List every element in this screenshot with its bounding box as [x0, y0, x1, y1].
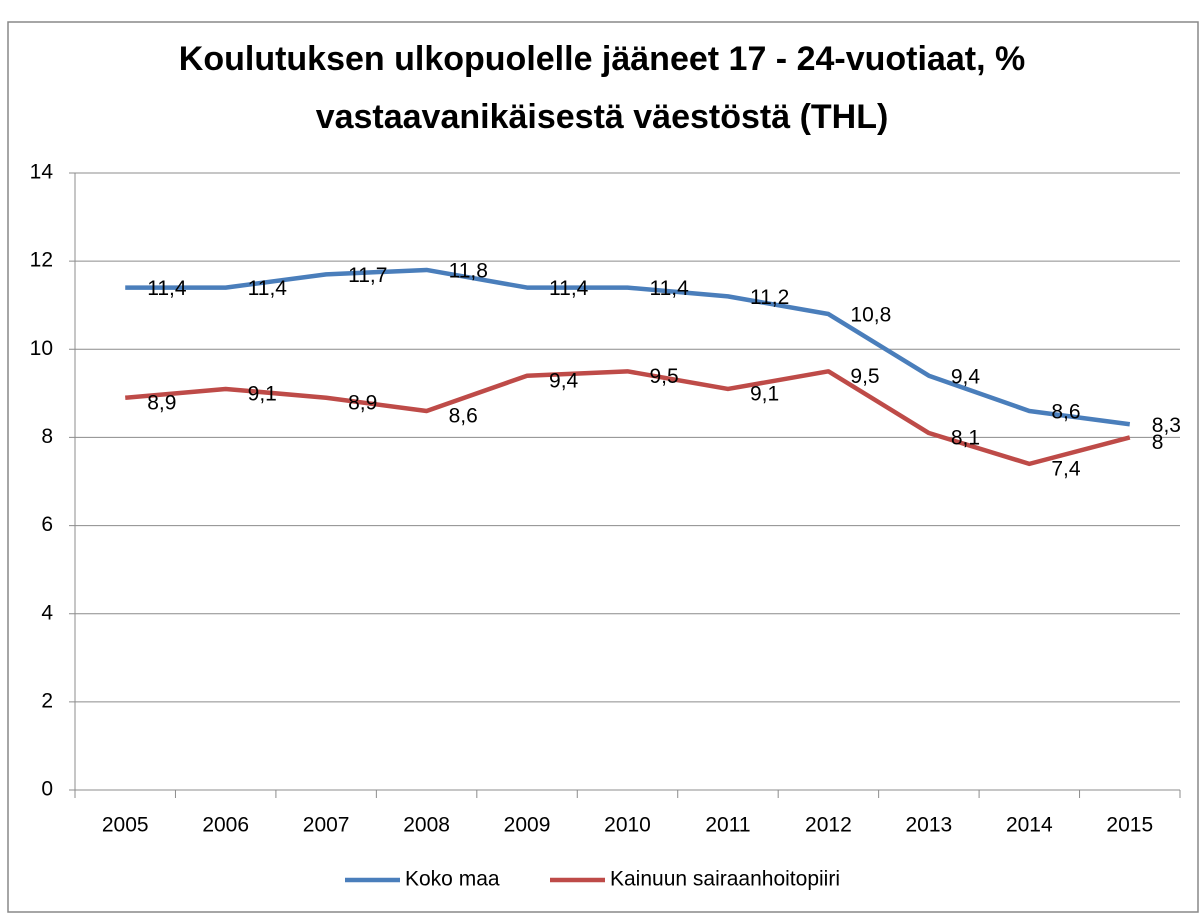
- x-tick-label: 2015: [1106, 814, 1153, 837]
- data-label: 8,1: [951, 427, 980, 450]
- data-label: 9,5: [650, 365, 679, 388]
- data-label: 11,4: [248, 277, 288, 300]
- data-label: 10,8: [850, 304, 891, 327]
- data-label: 8,9: [147, 391, 176, 414]
- y-tick-label: 6: [41, 513, 53, 536]
- data-label: 8,6: [1051, 401, 1080, 424]
- y-tick-label: 8: [41, 425, 53, 448]
- x-tick-label: 2010: [604, 814, 651, 837]
- x-tick-label: 2011: [705, 814, 750, 837]
- data-label: 11,4: [650, 277, 690, 300]
- data-label: 11,2: [750, 286, 789, 309]
- data-label: 8: [1152, 431, 1164, 454]
- x-tick-label: 2005: [102, 814, 149, 837]
- legend-label: Kainuun sairaanhoitopiiri: [610, 868, 840, 891]
- series-line: [125, 267, 1131, 427]
- x-tick-label: 2014: [1006, 814, 1053, 837]
- legend-label: Koko maa: [405, 868, 500, 891]
- data-label: 9,1: [248, 382, 277, 405]
- chart-title: Koulutuksen ulkopuolelle jääneet 17 - 24…: [178, 40, 1026, 136]
- x-tick-label: 2007: [303, 814, 350, 837]
- data-label: 8,3: [1152, 414, 1181, 437]
- data-label: 9,4: [951, 365, 981, 388]
- data-label: 7,4: [1051, 457, 1081, 480]
- x-tick-label: 2013: [906, 814, 953, 837]
- y-tick-label: 0: [41, 778, 53, 801]
- y-tick-label: 12: [30, 249, 53, 272]
- y-tick-label: 4: [41, 601, 53, 624]
- data-label: 9,1: [750, 382, 779, 405]
- data-label: 9,4: [549, 369, 579, 392]
- y-tick-label: 10: [30, 337, 53, 360]
- chart-frame: [7, 21, 1199, 913]
- data-label: 11,7: [348, 264, 387, 287]
- data-label: 11,8: [449, 260, 488, 283]
- data-label: 11,4: [549, 277, 589, 300]
- x-tick-label: 2012: [805, 814, 852, 837]
- data-label: 8,6: [449, 405, 478, 428]
- x-tick-label: 2009: [504, 814, 551, 837]
- data-label: 11,4: [147, 277, 187, 300]
- data-label: 8,9: [348, 391, 377, 414]
- series-line: [125, 369, 1131, 467]
- data-label: 9,5: [850, 365, 879, 388]
- y-tick-label: 14: [30, 161, 54, 184]
- x-tick-label: 2008: [403, 814, 450, 837]
- x-tick-label: 2006: [202, 814, 249, 837]
- y-tick-label: 2: [41, 689, 53, 712]
